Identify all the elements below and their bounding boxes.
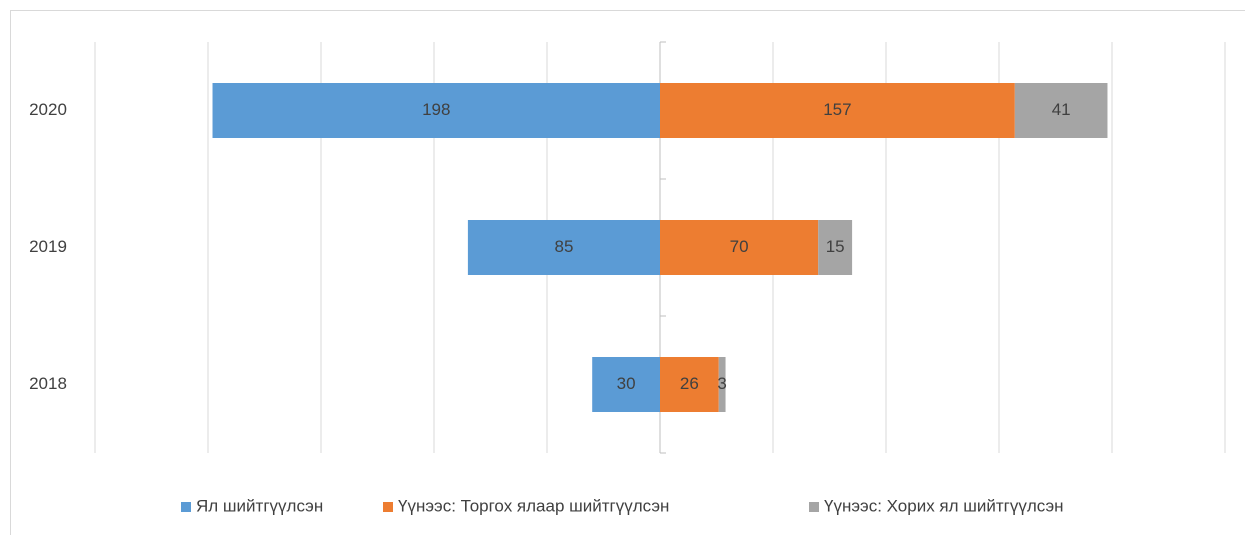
legend-label: Ял шийтгүүлсэн: [196, 496, 323, 515]
data-label: 198: [422, 100, 450, 119]
bar: [718, 357, 726, 412]
data-label: 157: [823, 100, 851, 119]
legend-label: Үүнээс: Торгох ялаар шийтгүүлсэн: [398, 496, 669, 515]
y-tick-label: 2020: [29, 100, 67, 119]
legend-swatch: [383, 502, 393, 512]
bar: [592, 357, 660, 412]
chart-border: [10, 10, 1245, 535]
bar: [212, 83, 660, 138]
data-label: 30: [617, 374, 636, 393]
data-label: 3: [717, 374, 726, 393]
data-label: 70: [730, 237, 749, 256]
data-label: 85: [554, 237, 573, 256]
data-label: 41: [1052, 100, 1071, 119]
data-label: 26: [680, 374, 699, 393]
legend-swatch: [181, 502, 191, 512]
bar: [1014, 83, 1108, 138]
y-tick-label: 2019: [29, 237, 67, 256]
bar: [467, 220, 660, 275]
bar: [660, 357, 719, 412]
legend-swatch: [809, 502, 819, 512]
bar: [818, 220, 853, 275]
bar: [660, 220, 819, 275]
data-label: 15: [826, 237, 845, 256]
y-tick-label: 2018: [29, 374, 67, 393]
bar: [660, 83, 1015, 138]
legend-label: Үүнээс: Хорих ял шийтгүүлсэн: [824, 496, 1064, 515]
